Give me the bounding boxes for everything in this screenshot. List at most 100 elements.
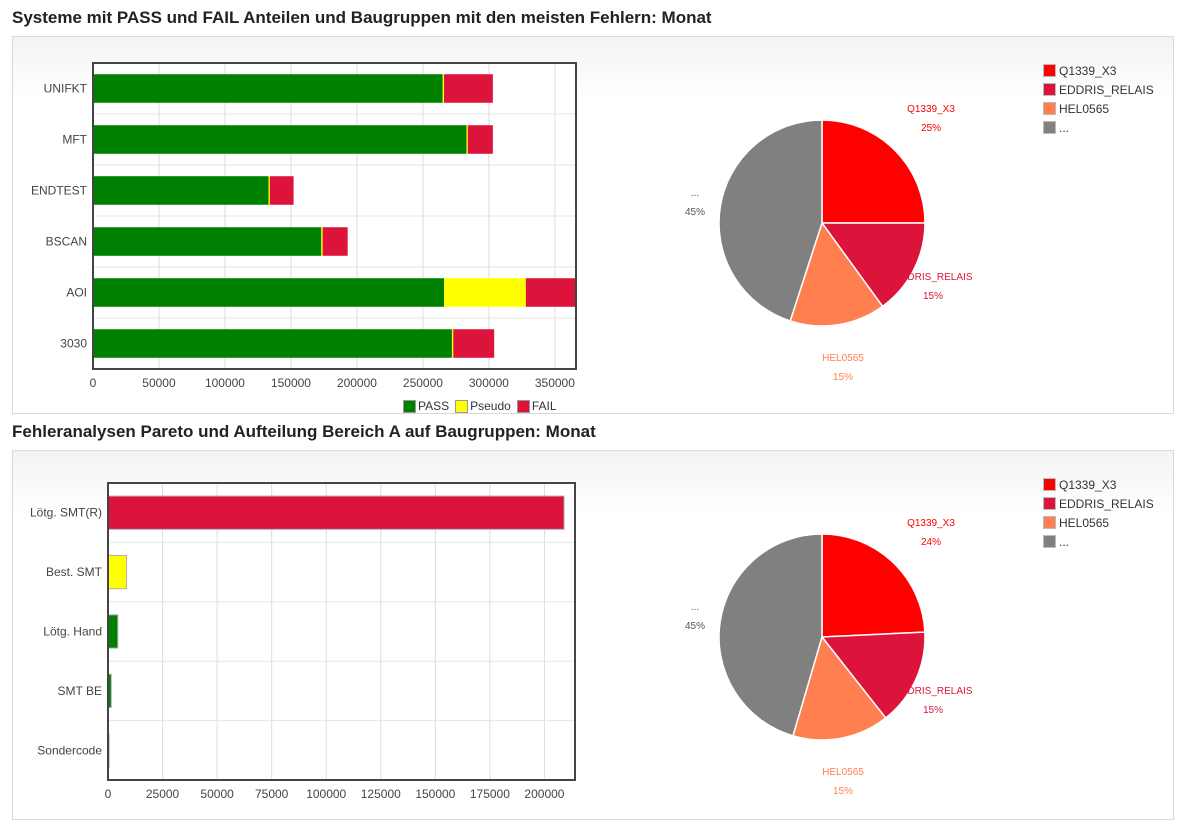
bar-fail [467, 125, 493, 154]
pie-slice-label: ... [691, 188, 699, 199]
pie-chart-1: Q1339_X3 25% EDDRIS_RELAIS 15% HEL0565 15%...… [685, 104, 973, 383]
pie-slice [821, 533, 926, 638]
pie-slice [792, 635, 887, 741]
pie-slice-percent: 15% [923, 291, 943, 302]
bar-pseudo [444, 278, 526, 307]
legend-swatch [1043, 516, 1056, 529]
plot-border [92, 62, 577, 370]
pie-slice-label: ... [691, 602, 699, 613]
x-tick-label: 250000 [403, 376, 443, 390]
bar-chart-legend: PASS Pseudo FAIL [403, 399, 557, 413]
pie-slice-label: Q1339_X3 [907, 104, 955, 115]
y-tick-label: 3030 [60, 337, 87, 351]
panel-1: 0 50000 100000 150000 200000 250000 300000 3500… [12, 36, 1174, 414]
pie-slice-percent: 15% [833, 372, 853, 383]
x-tick-label: 100000 [306, 787, 346, 801]
bar [107, 495, 565, 530]
panel-2: 0 25000 50000 75000 100000 125000 150000 175000… [12, 450, 1174, 820]
pie-slice [820, 222, 926, 308]
y-tick-label: ENDTEST [31, 184, 88, 198]
bar-pseudo [268, 176, 270, 205]
bar-pass [93, 176, 269, 205]
legend-item[interactable]: PASS [403, 399, 449, 413]
legend-label: HEL0565 [1059, 101, 1110, 116]
y-tick-label: MFT [62, 133, 87, 147]
pie-slice-label: HEL0565 [822, 353, 864, 364]
section-title-1: Systeme mit PASS und FAIL Anteilen und B… [12, 8, 712, 27]
x-tick-label: 300000 [469, 376, 509, 390]
legend-item[interactable]: EDDRIS_RELAIS [1043, 494, 1154, 513]
pie-slice-label: EDDRIS_RELAIS [894, 686, 973, 697]
bar-pseudo [321, 227, 323, 256]
x-tick-label: 25000 [146, 787, 180, 801]
pie-slice-label: EDDRIS_RELAIS [894, 272, 973, 283]
bar-chart-systems: 0 50000 100000 150000 200000 250000 300000 3500… [31, 62, 577, 390]
x-tick-label: 50000 [200, 787, 234, 801]
legend-item[interactable]: Pseudo [455, 399, 511, 413]
legend-swatch [1043, 83, 1056, 96]
bar-fail [269, 176, 294, 205]
y-tick-label: Lötg. SMT(R) [30, 506, 102, 520]
bar-pass [93, 125, 467, 154]
legend-label: ... [1059, 120, 1070, 135]
pie-slice [789, 221, 884, 327]
legend-swatch [516, 399, 530, 413]
y-tick-label: BSCAN [46, 235, 87, 249]
legend-label: Pseudo [470, 399, 511, 413]
legend-item[interactable]: FAIL [516, 399, 557, 413]
bar-pseudo [442, 74, 445, 103]
y-tick-label: AOI [66, 286, 87, 300]
bar-pass [93, 278, 445, 307]
legend-swatch [1043, 478, 1056, 491]
legend-item[interactable]: Q1339_X3 [1043, 61, 1154, 80]
y-tick-label: Sondercode [37, 743, 102, 757]
legend-swatch [403, 399, 416, 413]
legend-label: HEL0565 [1059, 515, 1110, 530]
legend-item[interactable]: ... [1043, 532, 1154, 551]
legend-swatch [1043, 497, 1056, 510]
legend-label: EDDRIS_RELAIS [1059, 496, 1154, 511]
x-tick-label: 0 [105, 787, 112, 801]
pie-slice-percent: 25% [921, 123, 941, 134]
pie-slice [820, 631, 926, 720]
y-tick-label: Lötg. Hand [43, 625, 102, 639]
x-tick-label: 100000 [205, 376, 245, 390]
pie-slice-percent: 24% [921, 537, 941, 548]
pie-slice [718, 533, 823, 737]
section-title-2: Fehleranalysen Pareto und Aufteilung Ber… [12, 422, 596, 441]
pie-legend-2: Q1339_X3 EDDRIS_RELAIS HEL0565... [1043, 475, 1154, 551]
pie-slice-label: HEL0565 [822, 767, 864, 778]
pie-legend-1: Q1339_X3 EDDRIS_RELAIS HEL0565... [1043, 61, 1154, 137]
legend-item[interactable]: EDDRIS_RELAIS [1043, 80, 1154, 99]
x-tick-label: 150000 [271, 376, 311, 390]
bar-pass [93, 329, 452, 358]
legend-label: ... [1059, 534, 1070, 549]
plot-area [108, 483, 575, 780]
y-tick-label: SMT BE [58, 684, 102, 698]
bar-pseudo [466, 125, 468, 154]
y-tick-label: Best. SMT [46, 565, 103, 579]
bar-pass [93, 74, 443, 103]
legend-item[interactable]: Q1339_X3 [1043, 475, 1154, 494]
pie-slice-percent: 15% [833, 786, 853, 797]
x-tick-label: 150000 [415, 787, 455, 801]
legend-label: EDDRIS_RELAIS [1059, 82, 1154, 97]
bar [107, 554, 128, 590]
x-tick-label: 200000 [524, 787, 564, 801]
legend-item[interactable]: HEL0565 [1043, 99, 1154, 118]
bar-pseudo [451, 329, 454, 358]
bar [107, 614, 119, 649]
legend-label: FAIL [531, 399, 557, 413]
legend-label: Q1339_X3 [1059, 477, 1117, 492]
pie-slice-percent: 45% [685, 621, 705, 632]
bar-fail [322, 227, 348, 256]
pie-slice [718, 119, 823, 322]
legend-item[interactable]: HEL0565 [1043, 513, 1154, 532]
plot-border [107, 482, 576, 781]
pie-chart-2: Q1339_X3 24% EDDRIS_RELAIS 15% HEL0565 15%...… [685, 518, 973, 797]
pie-slice [821, 119, 926, 224]
legend-item[interactable]: ... [1043, 118, 1154, 137]
pie-slice-percent: 15% [923, 705, 943, 716]
legend-swatch [1043, 535, 1056, 548]
bar-fail [444, 74, 493, 103]
